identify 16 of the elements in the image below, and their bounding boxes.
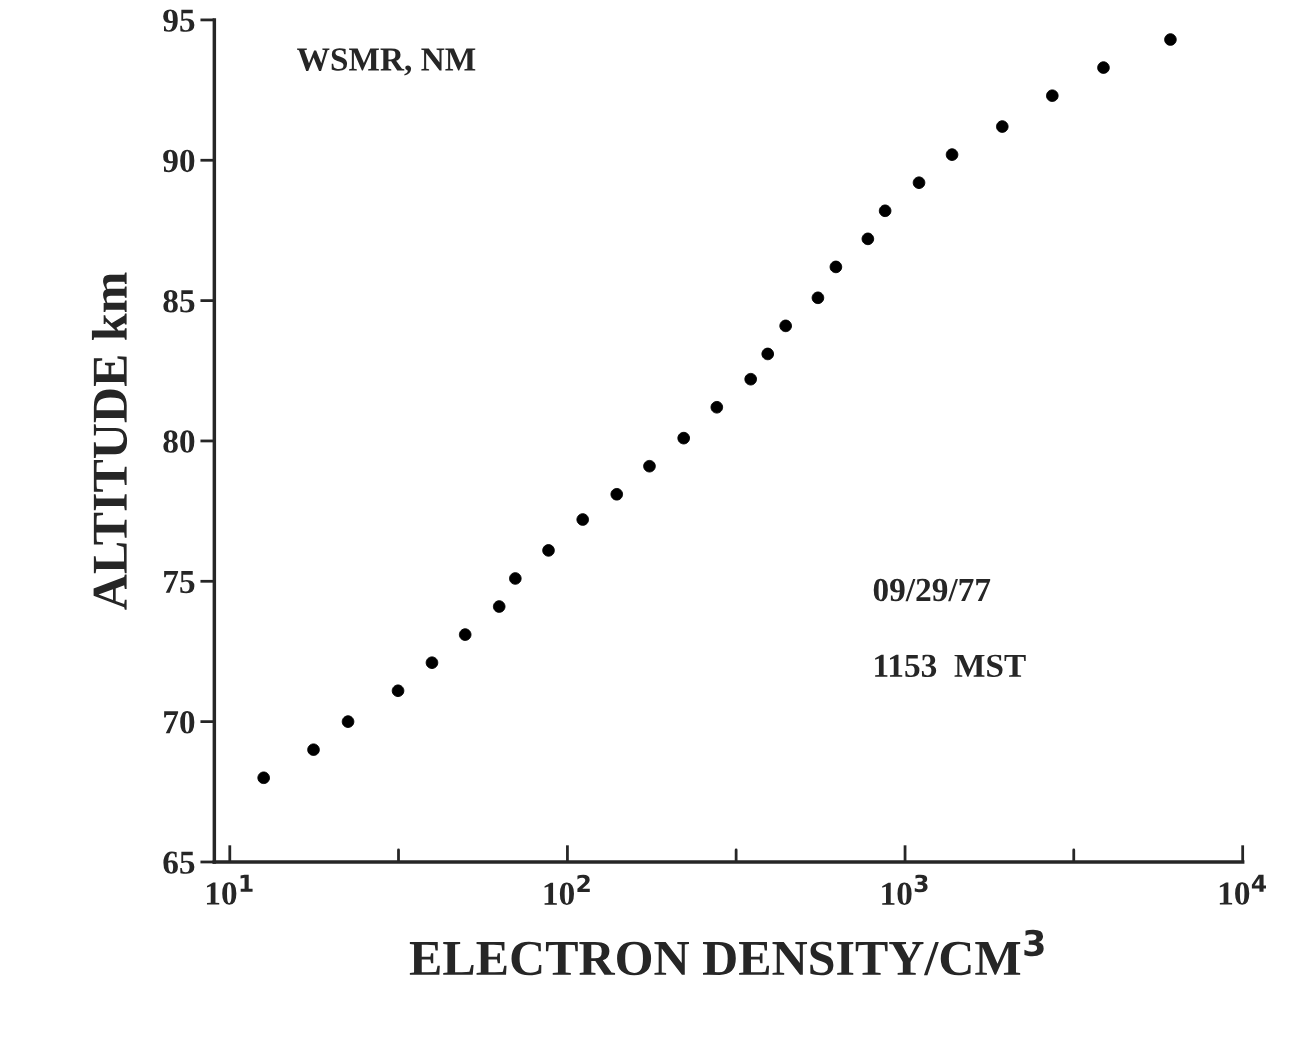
y-axis-title: ALTITUDE km (91, 272, 128, 610)
y-tick-label: 65 (163, 851, 195, 874)
annotation: WSMR, NM (297, 48, 476, 76)
y-tick-label: 85 (163, 290, 195, 313)
y-tick-label: 95 (163, 9, 195, 32)
annotation: 1153 MST (875, 654, 1026, 678)
annotation: 09/29/77 (873, 578, 991, 602)
x-tick-label: 10$^{3}$ (882, 874, 928, 906)
x-tick-label: 10$^{2}$ (544, 874, 590, 906)
y-tick-label: 70 (164, 711, 195, 734)
y-tick-label: 90 (163, 149, 195, 173)
x-tick-label: 10$^{4}$ (1219, 874, 1266, 905)
x-tick-label: 10$^{1}$ (206, 874, 253, 905)
y-tick-label: 80 (163, 430, 195, 453)
y-tick-label: 75 (164, 571, 195, 594)
x-axis-title: ELECTRON DENSITY/CM$^{3}$ (409, 929, 1044, 976)
